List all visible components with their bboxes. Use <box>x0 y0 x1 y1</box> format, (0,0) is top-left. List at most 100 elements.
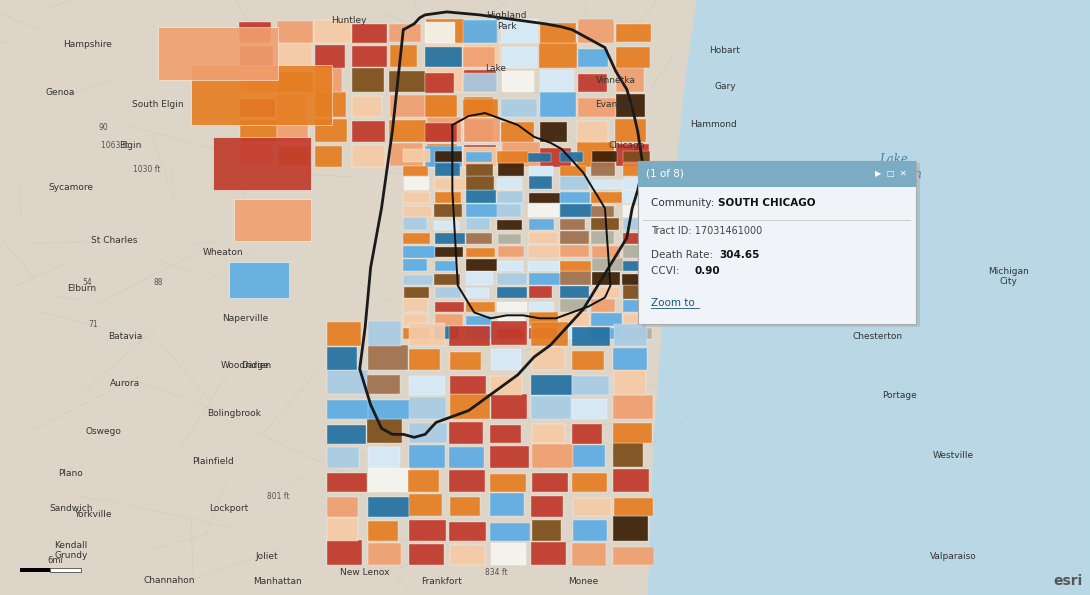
Bar <box>540 148 571 167</box>
Bar <box>529 302 554 312</box>
Bar <box>367 543 401 565</box>
Bar <box>449 326 490 346</box>
Bar <box>467 190 496 203</box>
Bar <box>501 19 537 43</box>
Bar <box>403 287 428 298</box>
Bar <box>578 49 608 67</box>
Bar <box>622 245 650 258</box>
Bar <box>498 315 525 325</box>
Bar <box>352 46 387 67</box>
Text: 0.90: 0.90 <box>694 267 720 276</box>
Bar <box>559 166 585 176</box>
Bar <box>450 497 481 516</box>
Bar <box>490 349 521 370</box>
Bar <box>368 468 410 492</box>
Bar <box>531 496 562 516</box>
Bar <box>560 326 585 339</box>
Bar <box>314 20 351 43</box>
Bar <box>578 142 614 167</box>
Bar <box>532 472 568 492</box>
Text: 1030 ft: 1030 ft <box>133 165 161 174</box>
Bar <box>560 204 592 217</box>
Bar <box>50 568 81 572</box>
Bar <box>497 330 524 339</box>
Bar <box>622 162 652 176</box>
Bar <box>623 218 654 230</box>
Bar <box>368 447 400 468</box>
Text: Lockport: Lockport <box>209 504 249 513</box>
Bar <box>425 123 457 142</box>
Bar <box>532 347 565 370</box>
Bar <box>409 544 444 565</box>
Bar <box>463 73 497 92</box>
Bar <box>403 314 428 325</box>
Bar <box>572 399 607 419</box>
Text: 6mi: 6mi <box>48 556 63 565</box>
Bar <box>592 206 615 217</box>
Bar <box>490 543 526 565</box>
Polygon shape <box>649 0 1090 595</box>
Bar <box>614 499 653 516</box>
Bar <box>409 494 443 516</box>
Bar <box>327 447 359 468</box>
Bar <box>578 98 616 117</box>
Bar <box>613 516 647 541</box>
Bar <box>315 67 341 92</box>
Bar <box>425 146 462 167</box>
Bar <box>213 137 311 190</box>
Text: Hampshire: Hampshire <box>63 40 111 49</box>
Bar <box>497 190 523 203</box>
Bar <box>409 519 446 541</box>
Bar <box>450 394 489 419</box>
Bar <box>529 245 560 258</box>
Bar <box>529 312 558 325</box>
Bar <box>529 193 560 203</box>
Text: Kendall
Grundy: Kendall Grundy <box>54 541 87 560</box>
Text: Woodridge: Woodridge <box>221 361 269 371</box>
Bar <box>464 120 494 142</box>
Text: ▶  □  ✕: ▶ □ ✕ <box>875 169 907 178</box>
Bar <box>352 24 387 43</box>
Bar <box>578 20 615 43</box>
Text: Naperville: Naperville <box>222 314 268 323</box>
Bar <box>490 474 526 492</box>
Bar <box>327 347 356 370</box>
Bar <box>592 272 619 284</box>
Bar <box>467 302 495 312</box>
Bar <box>450 376 486 394</box>
Bar <box>592 180 621 189</box>
Bar <box>435 302 464 312</box>
Bar <box>591 299 615 312</box>
Text: Chesterton: Chesterton <box>852 331 903 341</box>
Bar <box>389 24 421 42</box>
Bar <box>591 162 616 176</box>
Bar <box>467 164 494 176</box>
Bar <box>529 233 558 244</box>
Text: Elgin: Elgin <box>120 141 142 151</box>
Bar <box>532 424 565 443</box>
Bar <box>532 520 561 541</box>
Text: Gary: Gary <box>714 82 736 91</box>
Bar <box>434 221 459 230</box>
Bar <box>435 151 462 162</box>
Bar <box>572 327 609 346</box>
Bar <box>497 151 529 162</box>
Bar <box>591 192 622 203</box>
Text: Bolingbrook: Bolingbrook <box>207 409 262 418</box>
Bar <box>592 287 620 298</box>
Text: Death Rate:: Death Rate: <box>651 250 716 260</box>
Bar <box>352 68 385 92</box>
Bar <box>622 151 651 162</box>
Bar <box>497 246 524 258</box>
Bar <box>613 424 652 443</box>
Bar <box>540 121 568 142</box>
Bar <box>592 246 619 258</box>
Bar <box>367 375 400 394</box>
Bar <box>540 92 576 117</box>
Text: Huntley: Huntley <box>331 16 366 26</box>
Text: Oswego: Oswego <box>86 427 121 436</box>
Bar <box>614 348 646 370</box>
Text: Aurora: Aurora <box>110 379 141 389</box>
Bar <box>435 164 460 176</box>
Text: Yorkville: Yorkville <box>74 510 111 519</box>
